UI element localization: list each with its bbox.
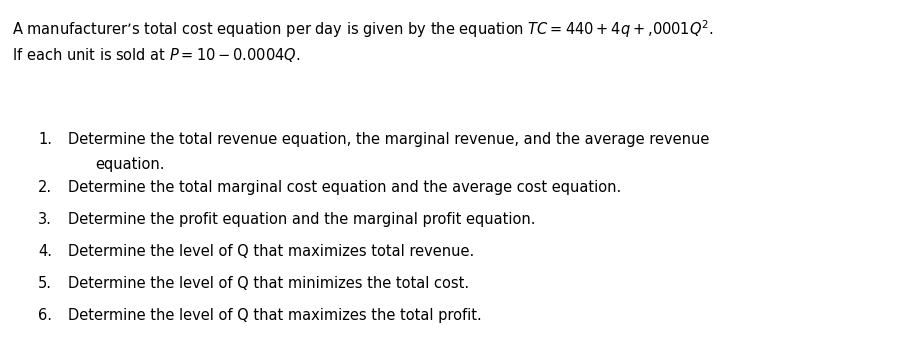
Text: A manufacturer’s total cost equation per day is given by the equation $TC = 440 : A manufacturer’s total cost equation per… bbox=[12, 18, 714, 40]
Text: 5.: 5. bbox=[38, 276, 52, 291]
Text: 3.: 3. bbox=[38, 212, 52, 227]
Text: Determine the level of Q that maximizes total revenue.: Determine the level of Q that maximizes … bbox=[68, 244, 474, 259]
Text: equation.: equation. bbox=[95, 157, 165, 172]
Text: If each unit is sold at $P = 10 - 0.0004Q$.: If each unit is sold at $P = 10 - 0.0004… bbox=[12, 46, 300, 64]
Text: Determine the level of Q that minimizes the total cost.: Determine the level of Q that minimizes … bbox=[68, 276, 469, 291]
Text: Determine the total marginal cost equation and the average cost equation.: Determine the total marginal cost equati… bbox=[68, 180, 621, 195]
Text: Determine the total revenue equation, the marginal revenue, and the average reve: Determine the total revenue equation, th… bbox=[68, 132, 710, 147]
Text: 6.: 6. bbox=[38, 308, 52, 323]
Text: Determine the profit equation and the marginal profit equation.: Determine the profit equation and the ma… bbox=[68, 212, 536, 227]
Text: 2.: 2. bbox=[38, 180, 52, 195]
Text: Determine the level of Q that maximizes the total profit.: Determine the level of Q that maximizes … bbox=[68, 308, 481, 323]
Text: 4.: 4. bbox=[38, 244, 52, 259]
Text: 1.: 1. bbox=[38, 132, 52, 147]
